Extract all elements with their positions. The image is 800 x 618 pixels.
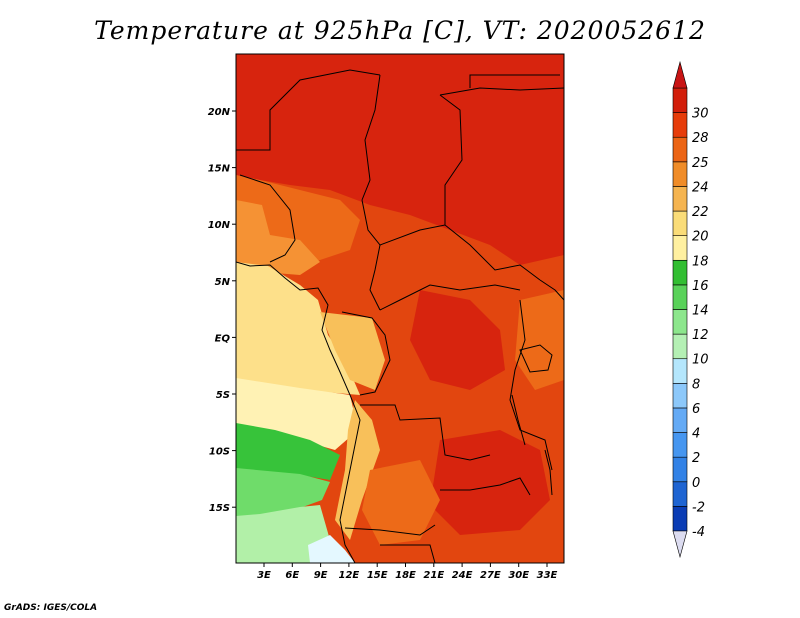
lake-victoria — [519, 344, 553, 373]
colorbar-swatch — [672, 481, 688, 507]
credit-label: GrADS: IGES/COLA — [4, 603, 98, 613]
colorbar-swatch — [672, 432, 688, 458]
field-ice — [308, 535, 355, 563]
border-angola-south — [344, 524, 436, 536]
coastline-west — [236, 261, 361, 563]
lat-label: 15N — [208, 164, 231, 175]
colorbar-swatch — [672, 87, 688, 113]
colorbar-label: 0 — [692, 476, 700, 491]
lon-label: 9E — [314, 570, 328, 581]
field-west-lightorange — [236, 200, 320, 275]
border-sudan-egypt — [469, 74, 560, 88]
colorbar-label: 25 — [692, 156, 709, 171]
lon-label: 3E — [257, 570, 271, 581]
colorbar-label: 18 — [692, 254, 709, 269]
colorbar-label: 6 — [692, 402, 700, 417]
colorbar-label: 4 — [692, 427, 700, 442]
field-south-hot — [430, 430, 550, 535]
border-drc-north — [379, 284, 521, 311]
lon-label: 30E — [508, 570, 529, 581]
colorbar-label: 8 — [692, 377, 700, 392]
colorbar-label: 2 — [692, 451, 700, 466]
lat-label: 5N — [215, 277, 231, 288]
colorbar-label: 30 — [692, 107, 709, 122]
colorbar-label: -2 — [692, 500, 705, 515]
lon-label: 24E — [452, 570, 473, 581]
colorbar-swatch — [672, 333, 688, 360]
colorbar-swatch — [672, 186, 688, 212]
border-nigeria — [239, 174, 296, 263]
lon-label: 18E — [395, 570, 416, 581]
border-car — [379, 224, 541, 281]
colorbar-swatch — [672, 235, 688, 261]
lat-label: EQ — [215, 333, 231, 344]
field-hot-north — [236, 54, 564, 265]
country-borders — [236, 69, 564, 563]
lon-label: 27E — [480, 570, 501, 581]
colorbar-label: 20 — [692, 230, 709, 245]
lon-label: 33E — [537, 570, 558, 581]
lon-label: 15E — [367, 570, 388, 581]
colorbar-label: -4 — [692, 525, 705, 540]
lat-label: 10N — [208, 220, 231, 231]
colorbar-swatch — [672, 383, 688, 409]
field-south-orange — [362, 460, 440, 545]
colorbar-label: 24 — [692, 180, 709, 195]
field-green-dark — [236, 423, 340, 480]
colorbar-swatch — [672, 259, 688, 286]
lon-label: 6E — [285, 570, 299, 581]
border-drc-angola — [360, 404, 491, 461]
longitude-axis: 3E 6E 9E 12E 15E 18E 21E 24E 27E 30E 33E — [257, 563, 558, 581]
border-namibia-botswana — [380, 544, 436, 563]
colorbar-swatch — [672, 309, 688, 335]
colorbar-swatch — [672, 210, 688, 236]
lat-label: 20N — [208, 107, 231, 118]
field-central-hot — [410, 290, 505, 390]
colorbar-label: 22 — [692, 205, 709, 220]
colorbar-label: 16 — [692, 279, 709, 294]
colorbar-label: 28 — [692, 131, 709, 146]
border-east-kenya — [539, 279, 564, 301]
border-libya-egypt — [439, 87, 564, 96]
colorbar-swatch — [672, 456, 688, 483]
lon-label: 21E — [423, 570, 444, 581]
lon-label: 12E — [339, 570, 360, 581]
lat-label: 5S — [216, 390, 230, 401]
lat-label: 15S — [209, 503, 230, 514]
field-angola-tan — [335, 400, 380, 540]
field-green-mid — [236, 468, 330, 518]
colorbar-label: 14 — [692, 304, 709, 319]
border-east-lakes — [509, 299, 553, 471]
colorbar-swatch — [672, 136, 688, 163]
border-north-west — [236, 69, 381, 151]
lake-malawi — [544, 449, 553, 496]
colorbar-label: 10 — [692, 353, 709, 368]
colorbar-swatch — [672, 161, 688, 187]
border-cameroon — [361, 199, 381, 311]
border-zambia — [440, 477, 531, 496]
colorbar-label: 12 — [692, 328, 709, 343]
map-title: Temperature at 925hPa [C], VT: 202005261… — [94, 16, 706, 45]
colorbar-swatch — [672, 284, 688, 310]
border-chad-sudan — [439, 94, 463, 225]
map-frame — [235, 53, 565, 564]
temperature-field — [236, 54, 564, 563]
border-niger-chad — [361, 74, 381, 201]
lake-tanganyika — [511, 394, 526, 446]
latitude-axis: 20N 15N 10N 5N EQ 5S 10S 15S — [208, 107, 236, 514]
colorbar-swatch — [672, 506, 688, 532]
colorbar-swatch — [672, 407, 688, 433]
field-atlantic-yellow — [236, 262, 360, 395]
colorbar-swatch — [672, 358, 688, 384]
colorbar-swatch — [672, 112, 688, 138]
lat-label: 10S — [209, 447, 230, 458]
border-congo — [341, 311, 391, 396]
field-gabon-tan — [320, 312, 385, 390]
colorbar-top-arrow — [672, 60, 688, 89]
colorbar-bottom-arrow — [672, 530, 688, 559]
